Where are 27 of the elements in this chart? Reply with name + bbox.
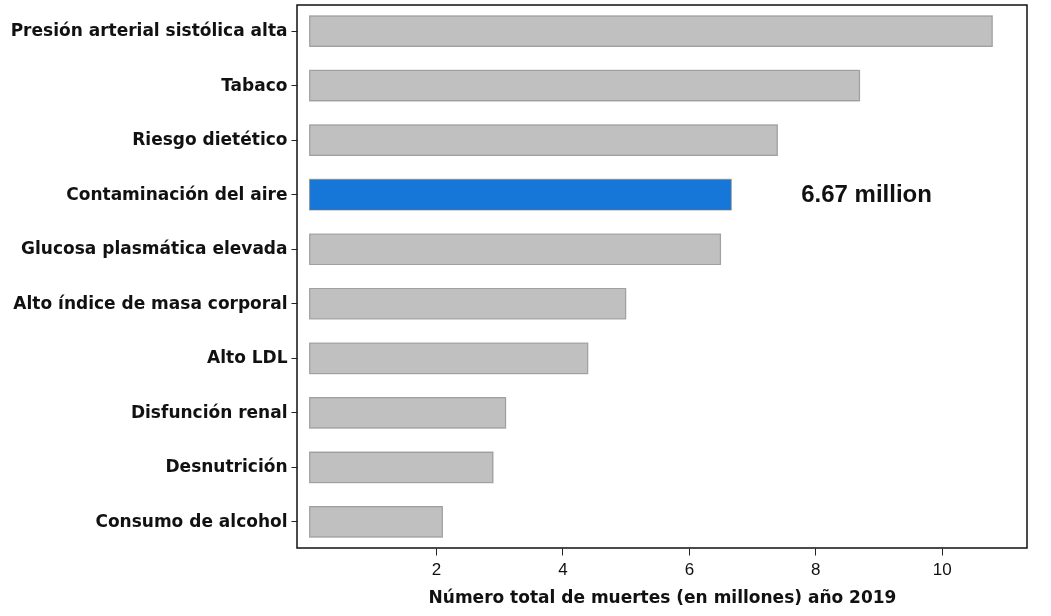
data-label: 6.67 million xyxy=(801,179,932,207)
y-tick-label: Presión arterial sistólica alta xyxy=(10,20,288,41)
y-tick-label: Riesgo dietético xyxy=(132,129,288,150)
bar xyxy=(309,233,722,266)
bar xyxy=(309,69,861,102)
x-tick-label: 10 xyxy=(932,559,952,579)
bar xyxy=(309,15,993,48)
y-tick-label: Contaminación del aire xyxy=(66,183,288,204)
bar xyxy=(309,178,732,211)
x-axis-title: Número total de muertes (en millones) año 2019 xyxy=(428,586,897,607)
y-tick-label: Disfunción renal xyxy=(130,401,288,422)
x-tick-label: 2 xyxy=(431,559,442,579)
y-tick-label: Desnutrición xyxy=(165,456,288,477)
y-tick-label: Alto índice de masa corporal xyxy=(13,292,288,313)
y-tick-label: Alto LDL xyxy=(207,347,288,368)
x-tick-label: 8 xyxy=(811,559,821,579)
bar xyxy=(309,396,507,429)
y-tick-label: Consumo de alcohol xyxy=(95,510,288,531)
bar xyxy=(309,505,443,538)
bar xyxy=(309,342,589,375)
x-tick-label: 4 xyxy=(558,559,568,579)
bar xyxy=(309,451,494,484)
x-tick-label: 6 xyxy=(684,559,695,579)
y-tick-label: Tabaco xyxy=(221,74,288,95)
y-tick-label: Glucosa plasmática elevada xyxy=(21,238,288,259)
bar xyxy=(309,124,778,157)
bar xyxy=(309,287,627,320)
